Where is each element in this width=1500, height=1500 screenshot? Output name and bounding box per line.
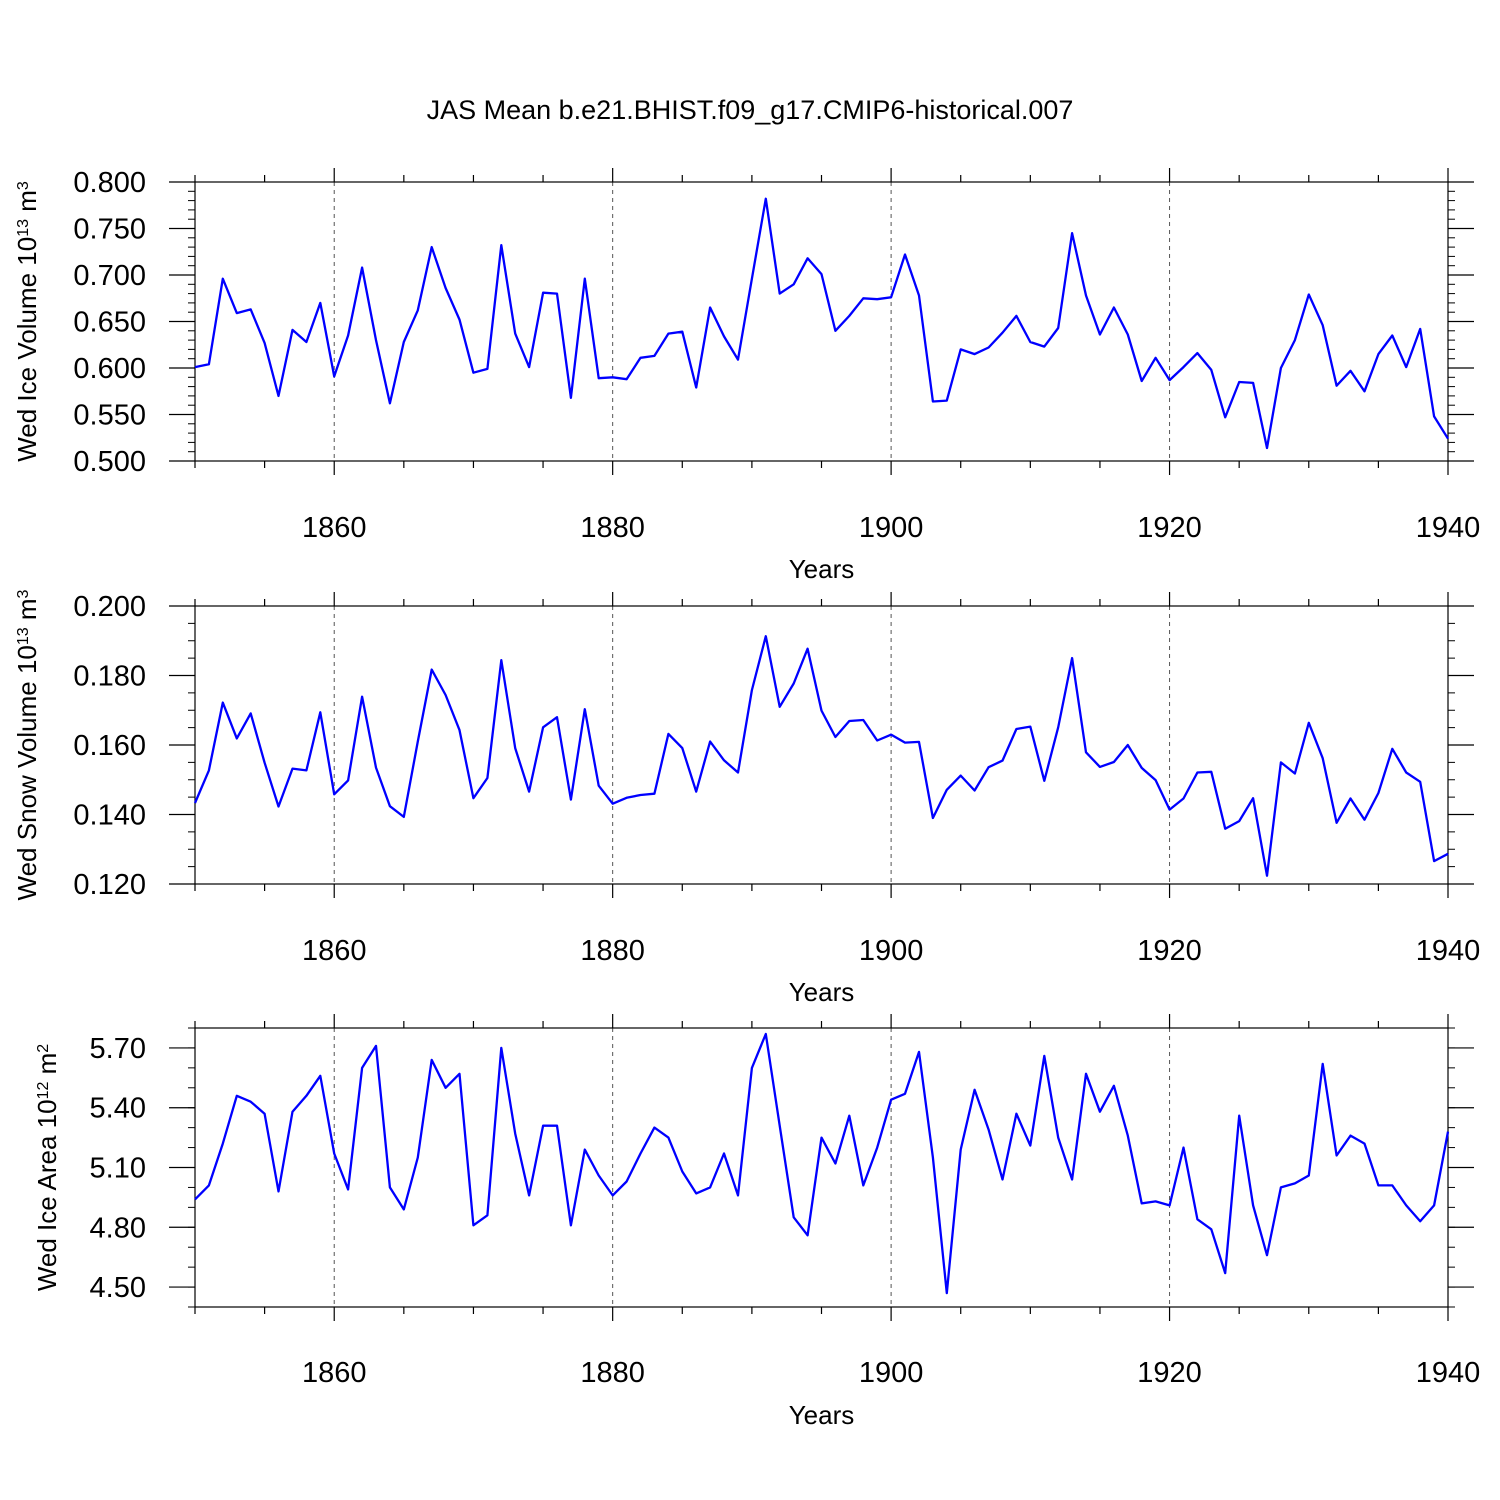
panels-group: 0.500 0.550 0.600 0.650 0.700 0.750 0.800 1860 1… <box>12 167 1480 1430</box>
y-axis-label-part: m <box>12 598 42 627</box>
x-tick-label: 1940 <box>1416 512 1481 544</box>
y-axis-label-exponent: 13 <box>15 219 32 237</box>
y-tick-label: 0.800 <box>73 167 146 199</box>
y-tick-label: 4.80 <box>90 1212 146 1244</box>
y-axis-label-part: Wed Ice Volume 10 <box>12 237 42 462</box>
x-tick-label: 1920 <box>1137 935 1202 967</box>
y-axis-label-exponent: 3 <box>15 589 32 598</box>
x-tick-label: 1860 <box>302 1357 367 1389</box>
chart-title: JAS Mean b.e21.BHIST.f09_g17.CMIP6-histo… <box>427 95 1074 125</box>
y-axis-label-exponent: 13 <box>15 627 32 645</box>
y-tick-label: 0.180 <box>73 661 146 693</box>
plot-frame <box>194 1027 1449 1308</box>
y-axis-label-part: m <box>32 1053 62 1082</box>
y-tick-label: 0.550 <box>73 400 146 432</box>
x-tick-label: 1880 <box>580 935 645 967</box>
y-tick-label: 0.650 <box>73 307 146 339</box>
y-axis-label-exponent: 2 <box>35 1044 52 1053</box>
x-tick-label: 1880 <box>580 512 645 544</box>
series-line <box>194 197 1449 450</box>
x-axis-label: Years <box>789 554 855 584</box>
x-tick-label: 1920 <box>1137 512 1202 544</box>
x-tick-label: 1900 <box>859 1357 924 1389</box>
y-tick-label: 0.140 <box>73 800 146 832</box>
x-tick-label: 1860 <box>302 935 367 967</box>
x-tick-label: 1860 <box>302 512 367 544</box>
y-tick-label: 0.160 <box>73 730 146 762</box>
y-axis-label-exponent: 3 <box>15 181 32 190</box>
chart-panel-2: 0.120 0.140 0.160 0.180 0.200 1860 1880 1900 192… <box>12 589 1480 1007</box>
x-axis-label: Years <box>789 977 855 1007</box>
y-tick-label: 5.10 <box>90 1153 146 1185</box>
y-tick-label: 4.50 <box>90 1272 146 1304</box>
y-tick-label: 0.120 <box>73 869 146 901</box>
y-tick-label: 0.750 <box>73 214 146 246</box>
y-tick-label: 0.200 <box>73 591 146 623</box>
y-tick-label: 0.700 <box>73 260 146 292</box>
series-line <box>193 635 1449 877</box>
y-axis-label-part: Wed Ice Area 10 <box>32 1099 62 1291</box>
y-tick-label: 0.600 <box>73 353 146 385</box>
y-tick-label: 5.40 <box>90 1093 146 1125</box>
y-axis-label: Wed Ice Area 1012 m2 <box>32 1044 62 1291</box>
x-tick-label: 1920 <box>1137 1357 1202 1389</box>
y-tick-label: 5.70 <box>90 1033 146 1065</box>
y-axis-label-exponent: 12 <box>35 1082 52 1100</box>
y-tick-label: 0.500 <box>73 446 146 478</box>
x-tick-label: 1880 <box>580 1357 645 1389</box>
y-axis-label-part: m <box>12 190 42 219</box>
x-tick-label: 1940 <box>1416 935 1481 967</box>
y-axis-label: Wed Ice Volume 1013 m3 <box>12 181 42 462</box>
x-axis-label: Years <box>789 1400 855 1430</box>
x-tick-label: 1900 <box>859 512 924 544</box>
x-tick-label: 1900 <box>859 935 924 967</box>
series-line <box>194 1032 1450 1295</box>
chart-panel-1: 0.500 0.550 0.600 0.650 0.700 0.750 0.800 1860 1… <box>12 167 1480 584</box>
y-axis-label: Wed Snow Volume 1013 m3 <box>12 589 42 900</box>
chart-panel-3: 4.50 4.80 5.10 5.40 5.70 1860 1880 1900 1920 1940… <box>32 1014 1480 1430</box>
y-axis-label-part: Wed Snow Volume 10 <box>12 645 42 900</box>
x-tick-label: 1940 <box>1416 1357 1481 1389</box>
